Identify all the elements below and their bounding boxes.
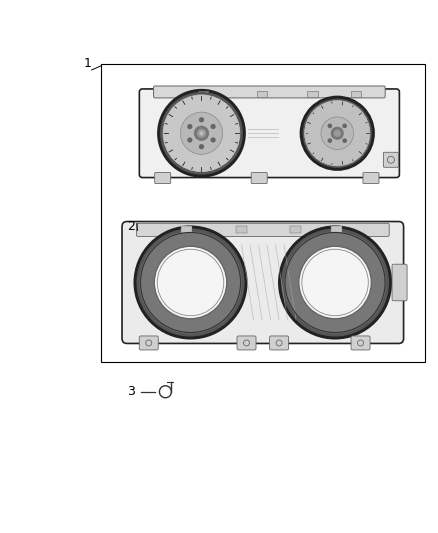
FancyBboxPatch shape [383, 152, 399, 167]
Bar [331, 226, 342, 232]
Circle shape [200, 145, 203, 149]
Text: 1: 1 [84, 58, 92, 70]
Text: 2: 2 [127, 220, 135, 233]
Bar [290, 226, 301, 232]
Circle shape [300, 95, 375, 171]
Bar [236, 226, 247, 232]
Bar [307, 91, 318, 98]
Circle shape [305, 101, 370, 166]
Bar [101, 64, 425, 362]
Circle shape [180, 112, 223, 155]
Bar [198, 91, 208, 98]
Circle shape [328, 124, 332, 127]
Circle shape [284, 231, 386, 334]
Circle shape [343, 124, 346, 127]
Circle shape [198, 130, 205, 137]
Text: 3: 3 [127, 385, 135, 398]
Circle shape [334, 130, 340, 136]
Circle shape [188, 125, 192, 128]
FancyBboxPatch shape [139, 336, 158, 350]
Circle shape [332, 127, 343, 139]
Circle shape [134, 225, 247, 340]
Bar [257, 91, 267, 98]
Circle shape [163, 95, 240, 172]
Circle shape [281, 229, 389, 336]
Circle shape [343, 139, 346, 142]
Circle shape [303, 99, 372, 168]
FancyBboxPatch shape [392, 264, 407, 301]
Circle shape [278, 225, 392, 340]
FancyBboxPatch shape [270, 336, 289, 350]
Circle shape [211, 125, 215, 128]
Circle shape [194, 126, 208, 140]
Circle shape [188, 138, 192, 142]
FancyBboxPatch shape [139, 89, 399, 177]
Circle shape [154, 246, 227, 319]
Circle shape [200, 118, 203, 122]
Circle shape [328, 139, 332, 142]
Bar [351, 91, 361, 98]
Circle shape [137, 229, 244, 336]
FancyBboxPatch shape [351, 336, 370, 350]
Circle shape [200, 132, 203, 135]
FancyBboxPatch shape [122, 222, 403, 343]
Circle shape [160, 92, 243, 175]
FancyBboxPatch shape [136, 223, 389, 237]
FancyBboxPatch shape [363, 173, 379, 183]
Circle shape [321, 117, 353, 150]
FancyBboxPatch shape [155, 173, 171, 183]
FancyBboxPatch shape [251, 173, 267, 183]
Bar [181, 226, 192, 232]
Circle shape [299, 246, 371, 319]
FancyBboxPatch shape [154, 86, 385, 98]
Circle shape [157, 89, 246, 177]
Circle shape [139, 231, 242, 334]
Circle shape [211, 138, 215, 142]
FancyBboxPatch shape [237, 336, 256, 350]
